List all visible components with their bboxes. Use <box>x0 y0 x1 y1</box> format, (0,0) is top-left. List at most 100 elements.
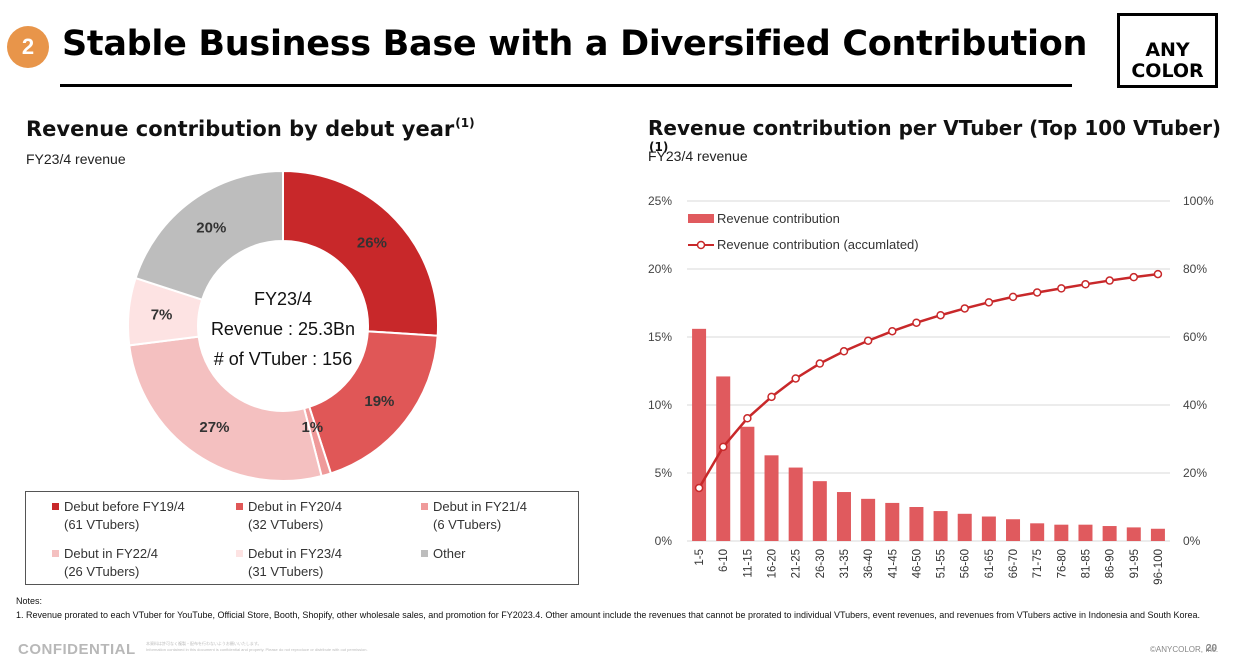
accumulated-point <box>960 304 969 313</box>
legend-label: Debut before FY19/4 <box>64 499 185 514</box>
y-left-tick-label: 0% <box>655 534 673 548</box>
revenue-bar <box>1054 524 1069 541</box>
bar-chart-title-text: Revenue contribution per VTuber (Top 100… <box>648 116 1222 140</box>
revenue-bar <box>1078 524 1093 541</box>
legend-bar-label: Revenue contribution <box>717 211 840 226</box>
donut-chart-title-text: Revenue contribution by debut year <box>26 117 455 141</box>
x-category-label: 21-25 <box>791 549 803 578</box>
revenue-bar <box>885 502 900 541</box>
revenue-bar <box>981 516 996 541</box>
legend-swatch <box>236 503 243 510</box>
legend-item-before-fy19: Debut before FY19/4 (61 VTubers) <box>52 498 185 534</box>
accumulated-point <box>1129 272 1139 282</box>
y-right-tick-label: 100% <box>1183 194 1214 208</box>
x-category-label: 56-60 <box>960 549 972 578</box>
x-category-label: 11-15 <box>742 549 754 578</box>
x-category-label: 46-50 <box>911 549 923 578</box>
revenue-bar <box>1126 527 1141 541</box>
x-category-label: 51-55 <box>936 549 948 578</box>
legend-swatch <box>52 503 59 510</box>
accumulated-point <box>767 392 776 402</box>
accumulated-point <box>718 442 728 452</box>
accumulated-point <box>1081 280 1090 289</box>
page-number: 20 <box>1206 643 1218 654</box>
y-right-tick-label: 60% <box>1183 330 1207 344</box>
donut-center-revenue: Revenue : 25.3Bn <box>211 319 355 339</box>
y-left-tick-label: 5% <box>655 466 673 480</box>
footnote-1: 1. Revenue prorated to each VTuber for Y… <box>16 610 1201 620</box>
x-category-label: 41-45 <box>887 549 899 578</box>
x-category-label: 1-5 <box>694 549 706 566</box>
y-right-tick-label: 20% <box>1183 466 1207 480</box>
anycolor-logo: ANY COLOR <box>1117 13 1218 88</box>
legend-line-marker <box>696 240 706 250</box>
confidentiality-fine-print: 本資料は許可なく複製・配布を行わないようお願いいたします。 Informatio… <box>146 641 466 653</box>
accumulated-point <box>984 298 994 307</box>
accumulated-point <box>1008 292 1018 302</box>
revenue-bar <box>692 328 707 541</box>
accumulated-point <box>936 310 945 320</box>
fine-print-jp: 本資料は許可なく複製・配布を行わないようお願いいたします。 <box>146 641 262 646</box>
revenue-bar <box>716 376 731 541</box>
donut-chart-subtitle: FY23/4 revenue <box>26 151 126 167</box>
accumulated-point <box>839 347 849 356</box>
revenue-bar <box>764 455 779 541</box>
legend-count: (31 VTubers) <box>248 564 324 579</box>
donut-slice-label: 20% <box>196 219 226 236</box>
legend-count: (32 VTubers) <box>248 517 324 532</box>
accumulated-point <box>912 318 921 327</box>
accumulated-point <box>815 359 825 368</box>
donut-slice-label: 19% <box>364 393 394 410</box>
legend-label: Debut in FY21/4 <box>433 499 527 514</box>
donut-slice <box>134 169 284 301</box>
legend-item-fy22: Debut in FY22/4 (26 VTubers) <box>52 545 158 581</box>
revenue-bar <box>909 507 924 541</box>
accumulated-point <box>888 326 897 336</box>
accumulated-point <box>743 414 752 423</box>
x-category-label: 86-90 <box>1105 549 1117 578</box>
revenue-bar <box>1150 528 1165 541</box>
revenue-bar <box>812 481 827 541</box>
legend-item-fy20: Debut in FY20/4 (32 VTubers) <box>236 498 342 534</box>
bar-chart-title: Revenue contribution per VTuber (Top 100… <box>648 116 1240 165</box>
legend-label: Debut in FY20/4 <box>248 499 342 514</box>
donut-center-vtuber-count: # of VTuber : 156 <box>214 349 352 369</box>
accumulated-point <box>694 483 704 493</box>
legend-count: (6 VTubers) <box>433 517 502 532</box>
legend-bar-swatch <box>688 214 714 223</box>
x-category-label: 26-30 <box>815 549 827 578</box>
revenue-bar <box>1030 523 1045 541</box>
donut-legend: Debut before FY19/4 (61 VTubers) Debut i… <box>25 491 579 585</box>
y-right-tick-label: 0% <box>1183 534 1201 548</box>
bar-chart-subtitle: FY23/4 revenue <box>648 148 748 164</box>
donut-slice-label: 7% <box>151 307 173 324</box>
accumulated-point <box>1032 288 1042 297</box>
accumulated-point <box>1057 284 1066 293</box>
footnote-ref: (1) <box>649 140 669 154</box>
x-category-label: 16-20 <box>767 549 779 578</box>
revenue-bar <box>1006 519 1021 541</box>
legend-item-other: Other <box>421 545 466 563</box>
donut-slice-label: 27% <box>199 419 229 436</box>
fine-print-en: Information contained in this document i… <box>146 647 368 652</box>
legend-label: Debut in FY22/4 <box>64 546 158 561</box>
revenue-bar <box>861 498 876 541</box>
x-category-label: 66-70 <box>1008 549 1020 578</box>
legend-label: Debut in FY23/4 <box>248 546 342 561</box>
x-category-label: 76-80 <box>1056 549 1068 578</box>
legend-item-fy21: Debut in FY21/4 (6 VTubers) <box>421 498 527 534</box>
footnote-ref: (1) <box>455 116 475 130</box>
notes-label: Notes: <box>16 596 43 606</box>
legend-count: (61 VTubers) <box>64 517 140 532</box>
y-right-tick-label: 80% <box>1183 262 1207 276</box>
logo-line-1: ANY <box>1145 38 1190 61</box>
revenue-bar <box>957 513 972 541</box>
x-category-label: 91-95 <box>1129 549 1141 578</box>
logo-line-2: COLOR <box>1131 59 1204 82</box>
x-category-label: 6-10 <box>718 549 730 572</box>
x-category-label: 71-75 <box>1032 549 1044 578</box>
copyright: ©ANYCOLOR, Inc. <box>1150 645 1219 654</box>
section-number-badge: 2 <box>7 26 49 68</box>
donut-slice-label: 1% <box>301 419 323 436</box>
x-category-label: 81-85 <box>1080 549 1092 578</box>
